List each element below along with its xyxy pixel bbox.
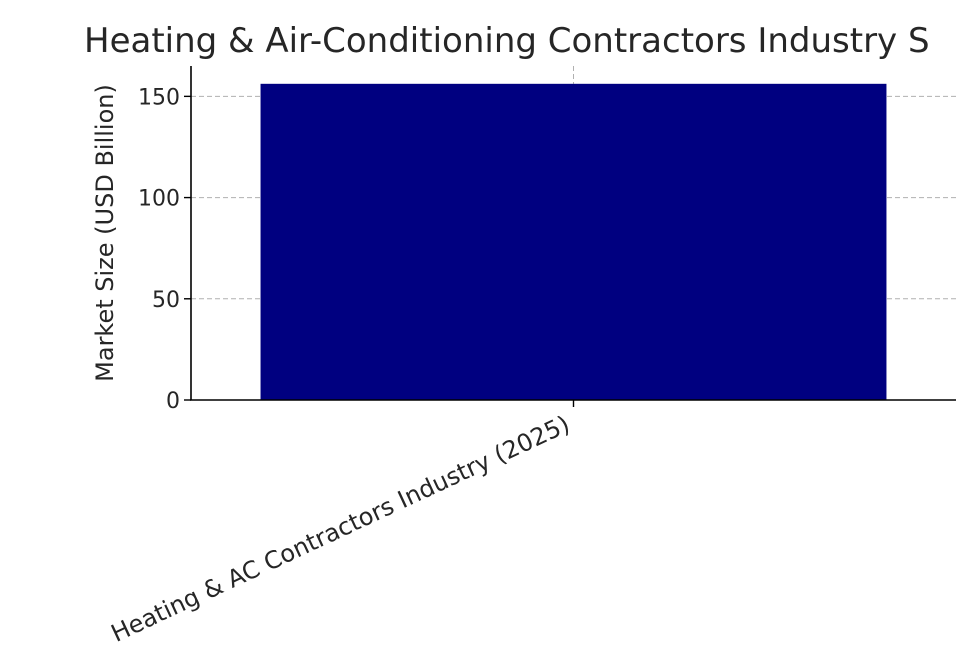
bar-0 (260, 83, 887, 401)
y-tick-label: 150 (138, 85, 180, 110)
y-axis-label: Market Size (USD Billion) (91, 84, 119, 382)
x-tick-label: Heating & AC Contractors Industry (2025) (107, 410, 574, 648)
y-tick-label: 0 (166, 389, 180, 414)
chart-title: Heating & Air-Conditioning Contractors I… (84, 21, 930, 61)
y-tick-label: 50 (152, 288, 180, 313)
y-axis-ticks: 0 50 100 150 (138, 85, 191, 414)
bars (260, 83, 887, 401)
y-tick-label: 100 (138, 187, 180, 212)
x-axis-ticks: Heating & AC Contractors Industry (2025) (107, 400, 575, 648)
